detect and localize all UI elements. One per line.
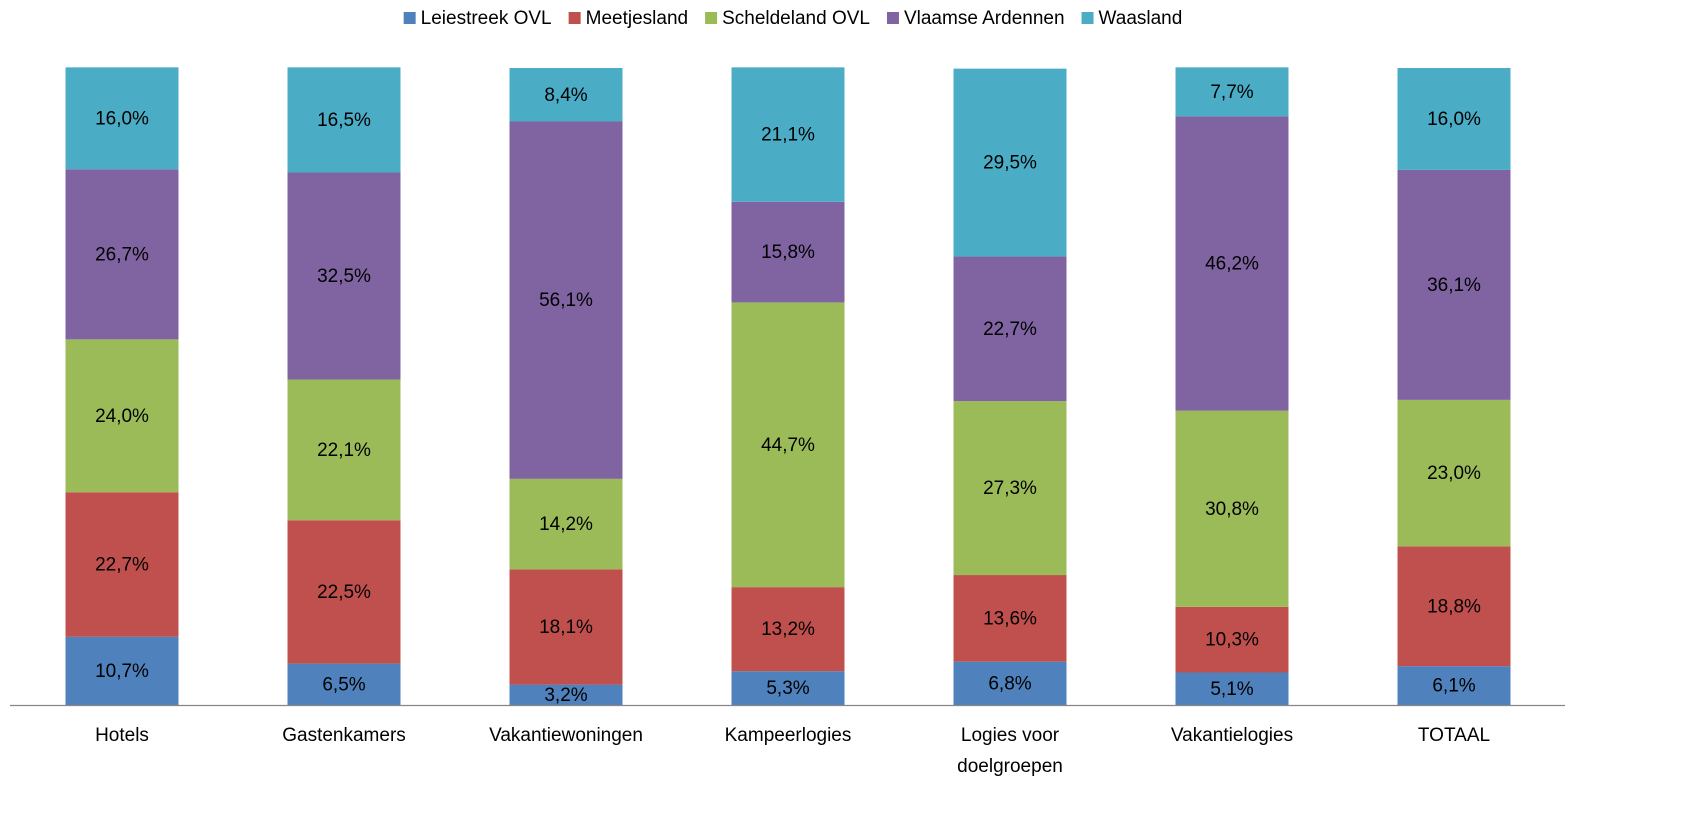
bar-segment (287, 172, 401, 380)
bar-segment (953, 401, 1067, 576)
bar-segment (509, 569, 623, 685)
data-label: 22,7% (983, 319, 1037, 340)
data-label: 18,8% (1427, 596, 1481, 617)
data-label: 22,1% (317, 440, 371, 461)
bar-segment (731, 587, 845, 672)
legend-label: Waasland (1099, 8, 1183, 29)
bar-segment (1397, 666, 1511, 705)
legend-swatch (886, 12, 899, 24)
data-label: 21,1% (761, 125, 815, 146)
bar-segment (953, 575, 1067, 662)
data-label: 27,3% (983, 478, 1037, 499)
legend-swatch (705, 12, 718, 24)
data-label: 36,1% (1427, 275, 1481, 296)
data-label: 22,7% (95, 555, 149, 576)
bar-segment (287, 67, 401, 173)
bar-segment (953, 256, 1067, 402)
bar-segment (509, 68, 623, 122)
data-label: 16,0% (95, 108, 149, 129)
data-label: 18,1% (539, 617, 593, 638)
bar-segment (731, 302, 845, 588)
bar-segment (731, 671, 845, 705)
data-label: 46,2% (1205, 254, 1259, 275)
bar-segment (1175, 116, 1289, 411)
data-label: 16,5% (317, 110, 371, 131)
data-label: 14,2% (539, 514, 593, 535)
x-tick-label: Vakantiewoningen (489, 725, 643, 746)
legend-swatch (568, 12, 581, 24)
x-tick-label: Gastenkamers (282, 725, 406, 746)
data-label: 56,1% (539, 290, 593, 311)
bar-segment (65, 169, 179, 340)
data-label: 8,4% (544, 85, 587, 106)
legend-swatch (403, 12, 416, 24)
data-label: 6,5% (322, 674, 365, 695)
legend-label: Leiestreek OVL (421, 8, 552, 29)
data-label: 22,5% (317, 582, 371, 603)
data-label: 13,6% (983, 608, 1037, 629)
legend-label: Vlaamse Ardennen (904, 8, 1065, 29)
data-label: 26,7% (95, 244, 149, 265)
bar-segment (1175, 672, 1289, 705)
bar-segment (287, 379, 401, 521)
data-label: 6,8% (988, 673, 1031, 694)
bar-segment (509, 478, 623, 570)
bar-segment (287, 663, 401, 705)
bar-segment (65, 636, 179, 705)
bar-segment (1397, 68, 1511, 170)
data-label: 32,5% (317, 266, 371, 287)
data-label: 10,3% (1205, 630, 1259, 651)
legend-label: Meetjesland (586, 8, 688, 29)
data-label: 29,5% (983, 153, 1037, 174)
bar-segment (731, 201, 845, 303)
data-label: 24,0% (95, 406, 149, 427)
data-label: 30,8% (1205, 499, 1259, 520)
bar-segment (1397, 169, 1511, 400)
bar-segment (65, 67, 179, 170)
bar-segment (731, 67, 845, 202)
bar-segment (287, 520, 401, 664)
data-label: 23,0% (1427, 463, 1481, 484)
bar-segment (1397, 399, 1511, 547)
bar-segment (65, 492, 179, 637)
data-label: 10,7% (95, 661, 149, 682)
legend-swatch (1081, 12, 1094, 24)
bar-segment (953, 68, 1067, 257)
bar-segment (1175, 410, 1289, 607)
bar-segment (1175, 606, 1289, 673)
x-tick-label: TOTAAL (1418, 725, 1490, 746)
x-tick-label: Logies voor doelgroepen (957, 725, 1063, 777)
bar-segment (953, 661, 1067, 705)
bar-segment (65, 339, 179, 493)
bar-segment (509, 684, 623, 705)
data-label: 13,2% (761, 619, 815, 640)
data-label: 7,7% (1210, 82, 1253, 103)
data-label: 44,7% (761, 435, 815, 456)
data-label: 15,8% (761, 242, 815, 263)
data-label: 16,0% (1427, 109, 1481, 130)
data-label: 3,2% (544, 685, 587, 706)
x-tick-label: Hotels (95, 725, 149, 746)
data-label: 5,3% (766, 678, 809, 699)
bar-segment (1397, 546, 1511, 667)
x-tick-label: Kampeerlogies (725, 725, 852, 746)
bar-segment (509, 121, 623, 479)
x-tick-label: Vakantielogies (1171, 725, 1293, 746)
data-label: 6,1% (1432, 676, 1475, 697)
legend-label: Scheldeland OVL (722, 8, 870, 29)
bar-segment (1175, 67, 1289, 117)
data-label: 5,1% (1210, 679, 1253, 700)
